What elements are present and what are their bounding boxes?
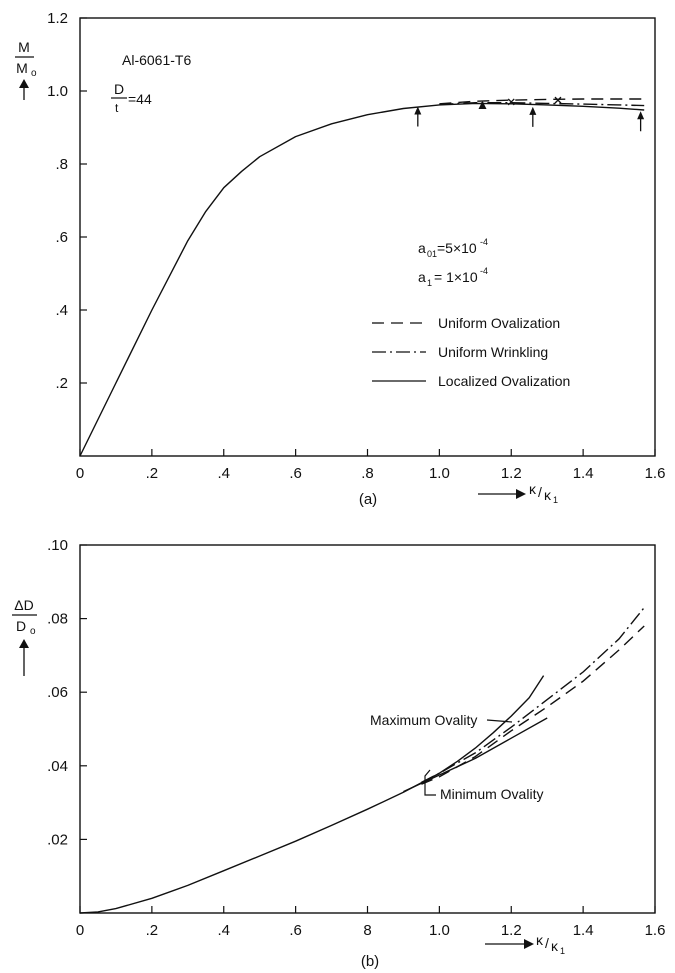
panel-b-xtick-label: 8 (363, 922, 371, 939)
svg-text:01: 01 (427, 249, 437, 259)
panel-a-xtick-label: 1.4 (573, 465, 594, 482)
panel-b-xlabel-den: κ (551, 938, 559, 954)
panel-b-xlabel-den-sub: 1 (560, 946, 565, 956)
material-label: Al-6061-T6 (122, 52, 191, 68)
panel-a-bending-moment: 0 .2 .4 .6 .8 1.0 1.2 1.4 1.6 .2 .4 .6 .8 1.0 1.2 M M… (15, 10, 665, 508)
panel-a-series-uniform-ovalization (439, 98, 645, 105)
panel-a-xtick-label: 1.2 (501, 465, 522, 482)
panel-a-series-localized-ovalization (79, 102, 645, 457)
panel-a-ytick-label: 1.2 (47, 10, 68, 27)
panel-a-xtick-label: .4 (217, 465, 230, 482)
svg-text:-4: -4 (480, 266, 488, 276)
minimum-ovality-label: Minimum Ovality (440, 786, 543, 802)
panel-a-xlabel-den: κ (544, 487, 552, 503)
maximum-ovality-label: Maximum Ovality (370, 712, 477, 728)
panel-b-ytick-label: .06 (47, 684, 68, 701)
svg-text:/: / (545, 935, 549, 951)
d-over-t-label: D t =44 (111, 81, 152, 115)
panel-a-xtick-label: .8 (361, 465, 374, 482)
svg-text:= 1×10: = 1×10 (434, 269, 478, 285)
panel-a-xtick-label: 1.0 (429, 465, 450, 482)
dt-den: t (115, 101, 119, 115)
panel-a-ylabel-num: M (18, 39, 30, 55)
cross-marker (507, 98, 515, 106)
panel-a-ylabel-den: M (16, 60, 28, 76)
panel-b-ytick-label: .10 (47, 537, 68, 554)
svg-text:=5×10: =5×10 (437, 240, 477, 256)
panel-b-ovality: 0 .2 .4 .6 8 1.0 1.2 1.4 1.6 .02 .04 .06 .08 .10 ΔD … (12, 537, 665, 970)
panel-b-ylabel-den-sub: o (30, 626, 36, 637)
maximum-ovality-pointer (486, 719, 513, 723)
dt-num: D (114, 81, 124, 97)
panel-b-ytick-label: .08 (47, 611, 68, 628)
onset-arrowhead (414, 106, 422, 115)
panel-b-xlabel-num: κ (536, 932, 544, 948)
panel-b-xtick-label: 1.6 (645, 922, 666, 939)
panel-b-series-1 (403, 717, 548, 793)
minimum-ovality-pointer (424, 769, 436, 796)
legend-uniform-wrinkling: Uniform Wrinkling (438, 344, 548, 360)
panel-a-xtick-label: 0 (76, 465, 84, 482)
panel-b-series-2 (421, 607, 645, 784)
panel-a-x-axis-label: κ / κ 1 (478, 481, 558, 505)
panel-b-x-axis-label: κ / κ 1 (485, 932, 565, 956)
panel-b-xtick-label: 1.0 (429, 922, 450, 939)
panel-a-xtick-label: .6 (289, 465, 302, 482)
panel-a-ytick-label: .4 (55, 302, 68, 319)
cross-marker (554, 96, 562, 104)
panel-a-y-axis-label: M M o (15, 39, 37, 100)
panel-b-series-0 (79, 675, 545, 914)
panel-a-xlabel-den-sub: 1 (553, 495, 558, 505)
svg-text:1: 1 (427, 278, 432, 288)
svg-text:a: a (418, 240, 426, 256)
panel-a-xtick-label: .2 (146, 465, 159, 482)
panel-b-xtick-label: 0 (76, 922, 84, 939)
panel-a-legend: Uniform Ovalization Uniform Wrinkling Lo… (372, 315, 570, 389)
panel-a-ytick-label: 1.0 (47, 83, 68, 100)
panel-a-caption: (a) (359, 491, 377, 508)
param-a1: a 1 = 1×10 -4 (418, 266, 488, 288)
onset-arrowhead (529, 106, 537, 115)
panel-a-xtick-label: 1.6 (645, 465, 666, 482)
panel-a-axes-frame (79, 17, 656, 457)
panel-a-ytick-label: .6 (55, 229, 68, 246)
panel-b-ytick-label: .04 (47, 758, 68, 775)
svg-text:-4: -4 (480, 237, 488, 247)
panel-a-ytick-label: .2 (55, 375, 68, 392)
panel-b-caption: (b) (361, 953, 379, 970)
dt-value: =44 (128, 91, 152, 107)
legend-localized-ovalization: Localized Ovalization (438, 373, 570, 389)
panel-b-series-3 (421, 625, 645, 785)
panel-b-axes-frame (79, 544, 656, 914)
panel-b-ylabel-num: ΔD (14, 597, 33, 613)
panel-b-xtick-label: .4 (217, 922, 230, 939)
panel-a-ytick-label: .8 (55, 156, 68, 173)
panel-b-xtick-label: 1.4 (573, 922, 594, 939)
svg-text:a: a (418, 269, 426, 285)
panel-b-y-axis-label: ΔD D o (12, 597, 37, 676)
triangle-marker (478, 101, 487, 110)
param-a01: a 01 =5×10 -4 (418, 237, 488, 259)
panel-a-series-uniform-wrinkling (439, 101, 645, 107)
onset-arrowhead (637, 111, 645, 120)
panel-b-xtick-label: .6 (289, 922, 302, 939)
panel-a-ylabel-den-sub: o (31, 68, 37, 79)
panel-b-xtick-label: 1.2 (501, 922, 522, 939)
panel-b-xtick-label: .2 (146, 922, 159, 939)
legend-uniform-ovalization: Uniform Ovalization (438, 315, 560, 331)
svg-text:/: / (538, 484, 542, 500)
panel-b-ytick-label: .02 (47, 831, 68, 848)
panel-b-ylabel-den: D (16, 618, 26, 634)
panel-a-xlabel-num: κ (529, 481, 537, 497)
